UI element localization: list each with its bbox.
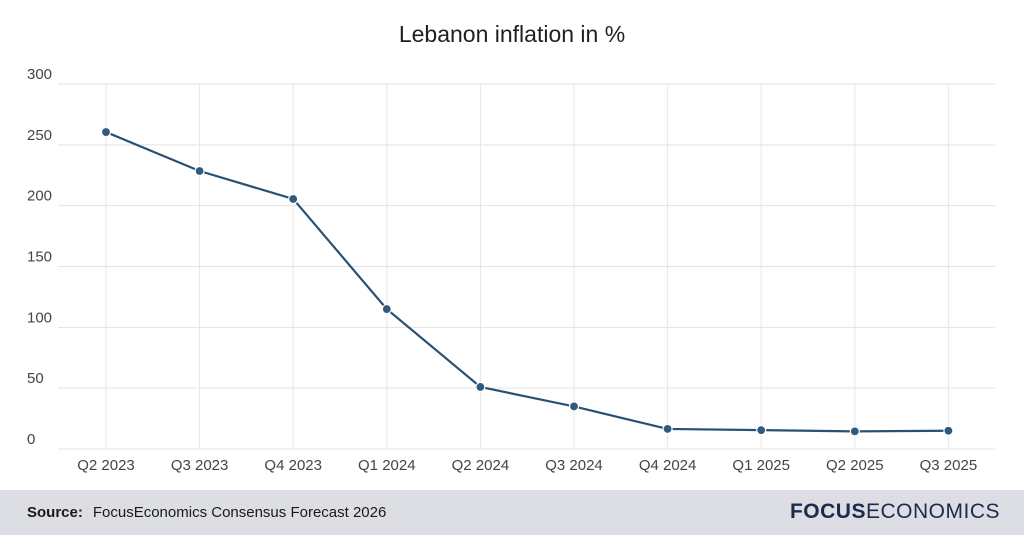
source-text: FocusEconomics Consensus Forecast 2026 (92, 504, 387, 521)
data-point (381, 303, 392, 315)
y-tick-label: 200 (27, 188, 52, 205)
footer-bar: Source: FocusEconomics Consensus Forecast… (0, 490, 1024, 535)
y-axis: 0 50 100 150 200 250 300 (27, 66, 52, 448)
logo-bold-part: FOCUS (789, 500, 866, 523)
logo-light-part: ECONOMICS (865, 500, 1000, 523)
series-line (105, 131, 949, 433)
x-tick-label: Q3 2024 (545, 457, 603, 474)
chart-title: Lebanon inflation in % (399, 21, 625, 47)
y-tick-label: 150 (27, 249, 52, 266)
x-tick-label: Q2 2024 (452, 457, 510, 474)
y-tick-label: 50 (27, 370, 44, 387)
data-point (100, 126, 112, 138)
focuseconomics-logo: FOCUSECONOMICS (790, 500, 1000, 524)
data-point (288, 193, 299, 205)
y-tick-label: 0 (27, 431, 35, 448)
line-chart: Lebanon inflation in % 0 50 100 150 200 250 30… (27, 21, 995, 474)
data-point (943, 425, 954, 436)
x-tick-label: Q1 2025 (732, 457, 790, 474)
source-note: Source: FocusEconomics Consensus Forecast… (27, 504, 386, 521)
x-axis: Q2 2023 Q3 2023 Q4 2023 Q1 2024 Q2 2024 Q3 20… (77, 457, 977, 474)
x-tick-label: Q1 2024 (358, 457, 416, 474)
chart-grid (58, 83, 995, 450)
data-point (475, 381, 486, 393)
x-tick-label: Q2 2025 (826, 457, 884, 474)
y-tick-label: 250 (27, 127, 52, 144)
data-point (568, 401, 580, 412)
y-tick-label: 300 (27, 66, 52, 83)
series-group (100, 126, 954, 437)
data-point (194, 165, 205, 177)
data-point (849, 426, 860, 437)
x-tick-label: Q4 2024 (639, 457, 697, 474)
y-tick-label: 100 (27, 309, 52, 326)
source-label: Source: (27, 504, 83, 521)
x-tick-label: Q2 2023 (77, 457, 135, 474)
data-point (756, 425, 767, 436)
x-tick-label: Q3 2025 (920, 457, 978, 474)
x-tick-label: Q3 2023 (171, 457, 229, 474)
x-tick-label: Q4 2023 (264, 457, 322, 474)
data-point (662, 423, 673, 435)
